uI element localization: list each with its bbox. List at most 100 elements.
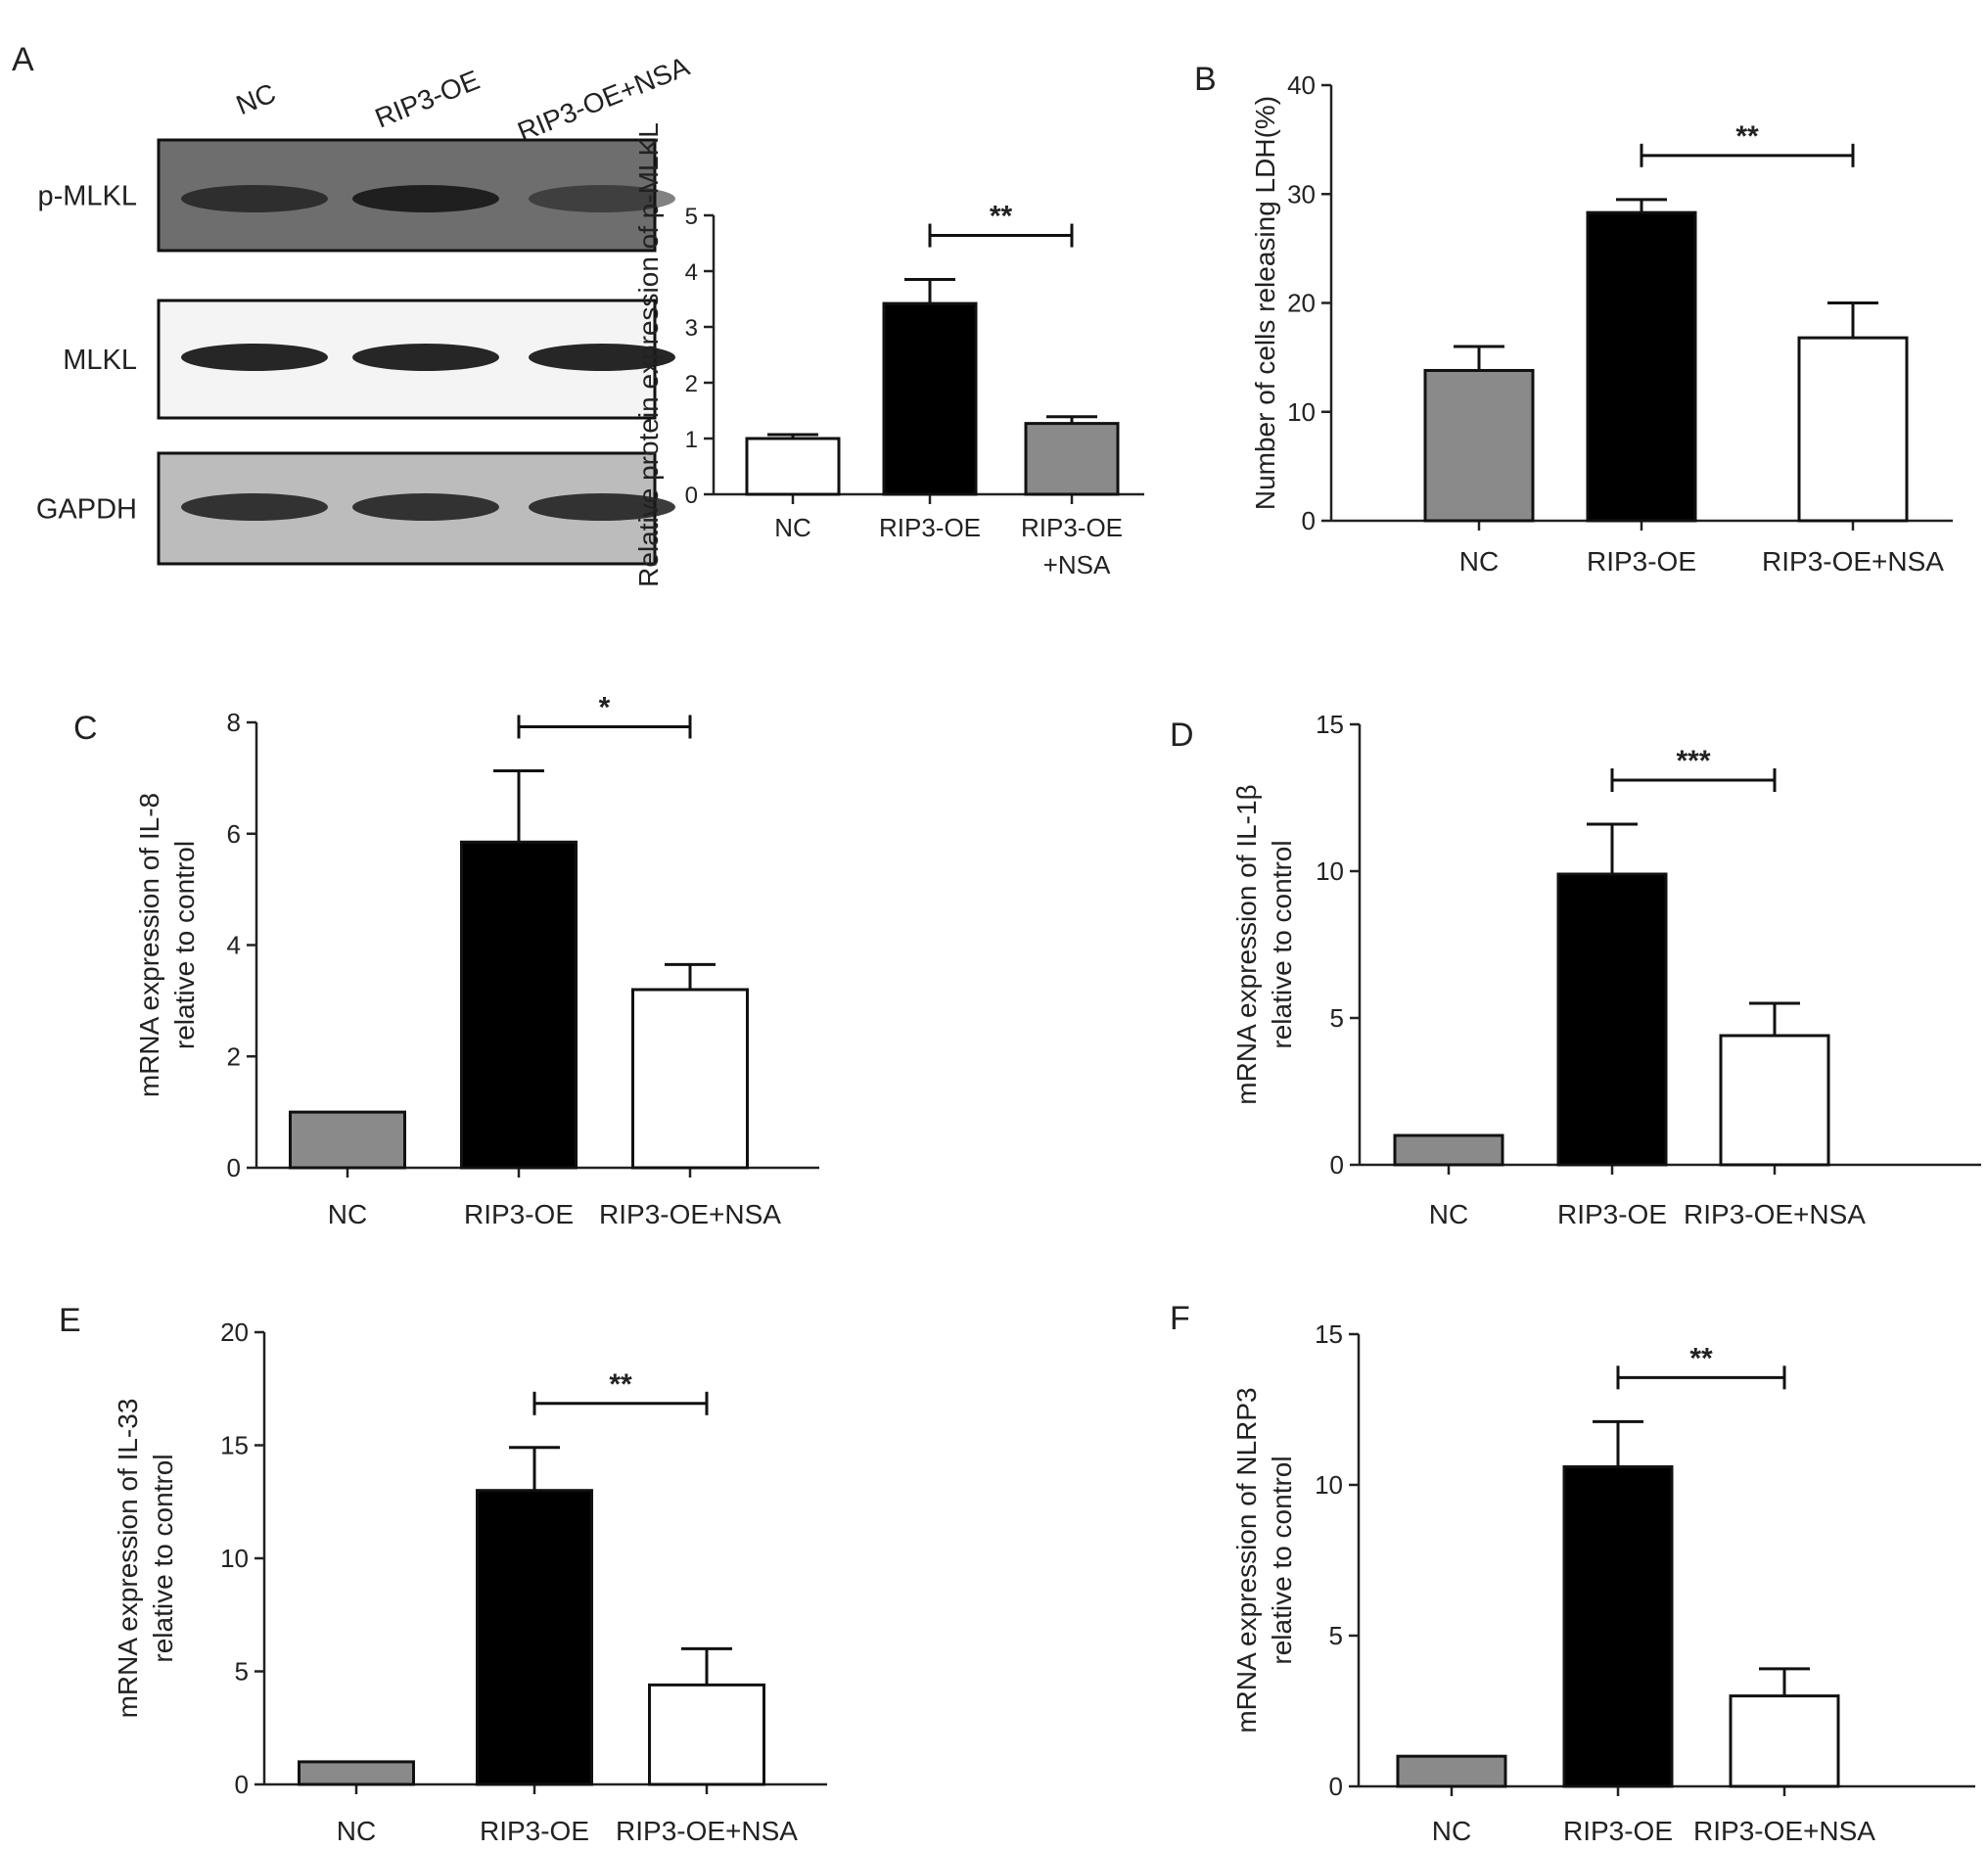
bar-a-2: [882, 301, 978, 496]
significance-label-e: **: [609, 1368, 632, 1401]
blot-band-gapdh-2: [352, 493, 499, 521]
blot-band-mlkl-3: [529, 344, 675, 371]
blot-band-mlkl-2: [352, 344, 499, 371]
blot-row-mlkl: MLKL: [63, 299, 675, 420]
bar-b-1: [1423, 368, 1535, 523]
panel-label-e: E: [59, 1302, 81, 1339]
x-tick-label-a-3-1: RIP3-OE: [1021, 513, 1123, 542]
y-tick-label-e-5: 5: [235, 1657, 249, 1687]
blot-row-p-mlkl: p-MLKL: [37, 138, 675, 253]
bar-a-3: [1024, 422, 1120, 496]
chart-b: B 0 10 20 30 40 NC RIP3-OE RIP3-OE+NSA ** Number o…: [1194, 61, 1953, 577]
chart-e: E 0 5 10 15 20 NC RIP3-OE RIP3-OE+NSA ** mRNA expr…: [59, 1302, 827, 1846]
y-tick-label-f-0: 0: [1329, 1772, 1343, 1801]
y-tick-label-e-0: 0: [235, 1770, 249, 1799]
bar-f-2: [1562, 1465, 1674, 1788]
x-tick-label-d-2: RIP3-OE: [1557, 1199, 1667, 1229]
x-tick-label-f-3: RIP3-OE+NSA: [1693, 1816, 1875, 1846]
blot-band-p-mlkl-1: [181, 185, 328, 212]
x-tick-label-c-1: NC: [328, 1199, 367, 1229]
bar-b-2: [1586, 210, 1697, 523]
y-tick-label-b-20: 20: [1287, 289, 1316, 318]
blot-band-gapdh-1: [181, 493, 328, 521]
panel-label-b: B: [1194, 61, 1217, 98]
y-tick-label-b-30: 30: [1287, 179, 1316, 208]
x-tick-label-c-3: RIP3-OE+NSA: [599, 1199, 781, 1229]
x-tick-label-b-1: NC: [1459, 546, 1499, 577]
y-axis-label-a: Relative protein expression of p-MLKL: [633, 122, 664, 587]
x-tick-label-f-1: NC: [1432, 1816, 1471, 1846]
significance-label-b: **: [1735, 120, 1759, 153]
x-tick-label-e-2: RIP3-OE: [480, 1816, 589, 1846]
x-tick-label-e-3: RIP3-OE+NSA: [616, 1816, 798, 1846]
panel-label-f: F: [1170, 1300, 1190, 1337]
y-tick-label-a-4: 4: [685, 259, 698, 286]
bar-e-2: [476, 1489, 593, 1786]
bar-f-3: [1729, 1694, 1840, 1788]
y-axis-label-b: Number of cells releasing LDH(%): [1250, 96, 1280, 510]
y-axis-label-d-2: relative to control: [1267, 840, 1297, 1048]
y-tick-label-a-5: 5: [685, 204, 698, 230]
y-tick-label-a-0: 0: [685, 483, 698, 509]
y-axis-label-c-2: relative to control: [169, 841, 200, 1049]
y-axis-label-e-1: mRNA expression of IL-33: [113, 1399, 143, 1719]
y-axis-label-e-2: relative to control: [148, 1454, 178, 1662]
blot-band-p-mlkl-2: [352, 185, 499, 212]
panel-label-c: C: [73, 710, 98, 747]
y-tick-label-a-3: 3: [685, 315, 698, 342]
significance-label-d: ***: [1676, 745, 1710, 777]
x-tick-label-a-3-2: +NSA: [1043, 550, 1111, 579]
y-tick-label-b-0: 0: [1302, 506, 1316, 535]
blot-band-gapdh-3: [529, 493, 675, 521]
western-blot: A NC RIP3-OE RIP3-OE+NSA p-MLKL MLKL GAPDH: [12, 41, 694, 566]
significance-label-c: *: [599, 691, 611, 723]
y-tick-label-d-10: 10: [1316, 856, 1344, 886]
x-tick-label-a-1: NC: [774, 513, 811, 542]
significance-label-f: **: [1689, 1342, 1713, 1374]
x-tick-label-b-2: RIP3-OE: [1587, 546, 1696, 577]
y-axis-label-f-2: relative to control: [1267, 1456, 1297, 1664]
y-tick-label-b-10: 10: [1287, 397, 1316, 427]
blot-band-p-mlkl-3: [529, 185, 675, 212]
bar-f-1: [1396, 1754, 1507, 1788]
x-tick-label-d-3: RIP3-OE+NSA: [1684, 1199, 1866, 1229]
bar-c-2: [460, 840, 578, 1170]
y-tick-label-d-0: 0: [1330, 1150, 1344, 1179]
panel-label-a: A: [12, 41, 34, 78]
y-tick-label-c-2: 2: [227, 1041, 241, 1071]
blot-row-label-gapdh: GAPDH: [36, 494, 137, 526]
y-tick-label-a-1: 1: [685, 427, 698, 453]
y-axis-label-d-1: mRNA expression of IL-1β: [1231, 784, 1262, 1104]
significance-label-a: **: [990, 201, 1013, 233]
blot-band-mlkl-1: [181, 344, 328, 371]
bar-e-1: [298, 1760, 415, 1786]
x-tick-label-d-1: NC: [1429, 1199, 1468, 1229]
chart-d: D 0 5 10 15 NC RIP3-OE RIP3-OE+NSA *** mRNA expre…: [1170, 710, 1981, 1229]
y-tick-label-e-15: 15: [220, 1431, 249, 1460]
blot-lane-label-nc: NC: [232, 77, 280, 120]
y-tick-label-a-2: 2: [685, 371, 698, 397]
y-axis-label-c-1: mRNA expression of IL-8: [134, 793, 164, 1097]
y-tick-label-b-40: 40: [1287, 70, 1316, 100]
x-tick-label-c-2: RIP3-OE: [464, 1199, 574, 1229]
bar-d-3: [1719, 1034, 1830, 1167]
x-tick-label-f-2: RIP3-OE: [1563, 1816, 1673, 1846]
bar-a-1: [745, 437, 841, 496]
bar-d-1: [1393, 1133, 1504, 1167]
panel-label-d: D: [1170, 717, 1194, 754]
blot-lane-label-rip3-oe: RIP3-OE: [371, 65, 484, 134]
x-tick-label-b-3: RIP3-OE+NSA: [1762, 546, 1944, 577]
y-tick-label-d-15: 15: [1316, 710, 1344, 739]
blot-row-gapdh: GAPDH: [36, 451, 675, 566]
y-tick-label-c-6: 6: [227, 819, 241, 849]
y-tick-label-f-5: 5: [1329, 1621, 1343, 1650]
y-tick-label-c-8: 8: [227, 708, 241, 737]
y-axis-label-f-1: mRNA expression of NLRP3: [1231, 1387, 1262, 1733]
blot-row-label-mlkl: MLKL: [63, 345, 137, 376]
bar-b-3: [1797, 336, 1909, 523]
bar-d-2: [1556, 872, 1668, 1167]
y-tick-label-e-10: 10: [220, 1544, 249, 1573]
chart-a: 0 1 2 3 4 5 NC RIP3-OE RIP3-OE +NSA ** Relative pro…: [633, 122, 1144, 587]
y-tick-label-f-10: 10: [1315, 1470, 1343, 1500]
